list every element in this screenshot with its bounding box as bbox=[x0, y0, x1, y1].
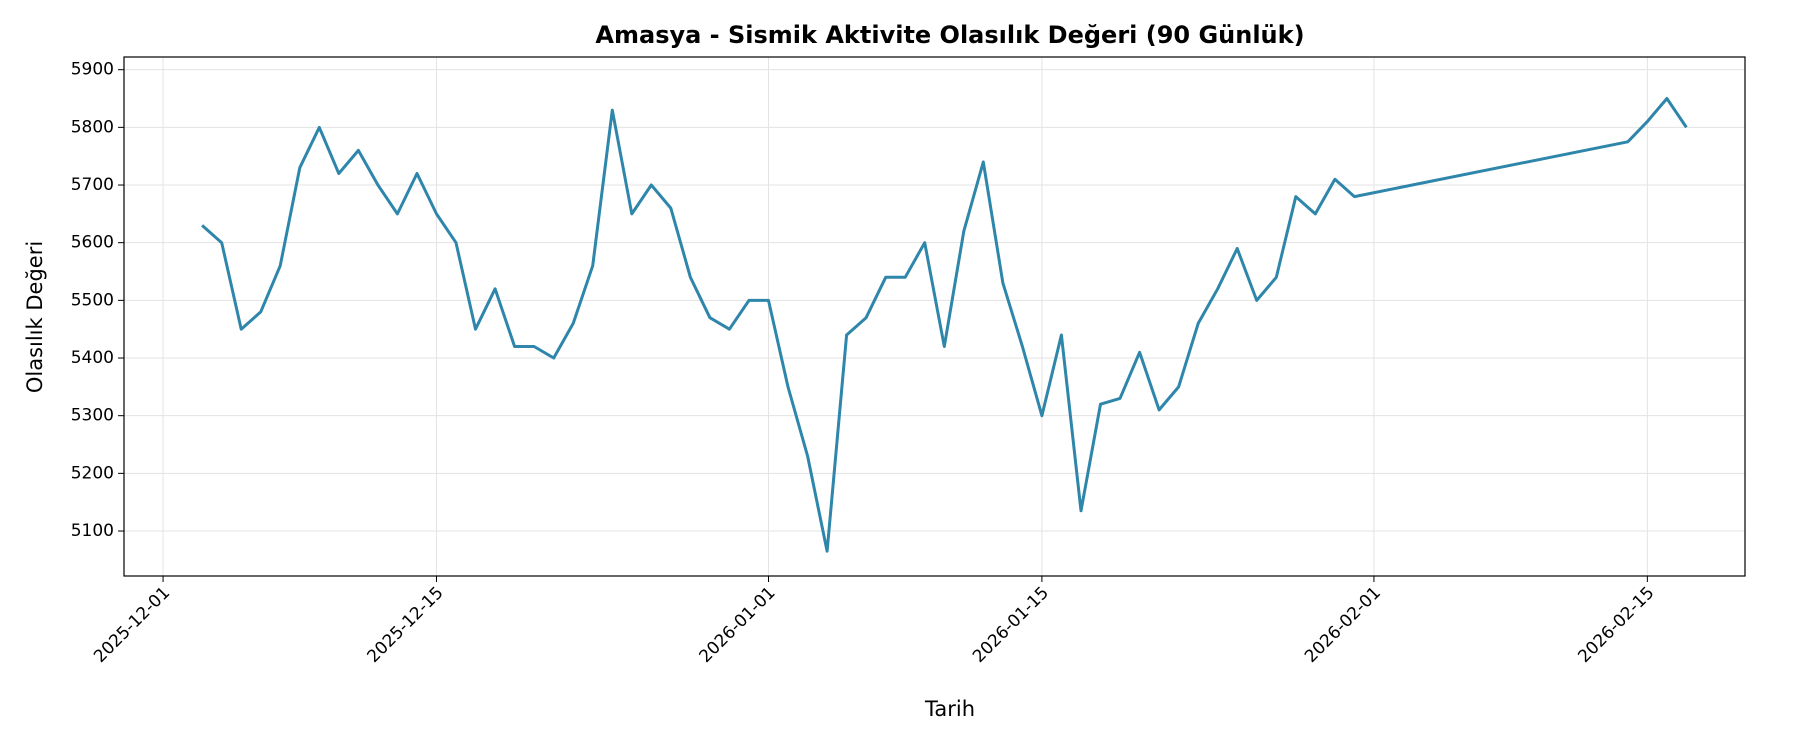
y-tick-label: 5600 bbox=[71, 233, 114, 253]
chart-title: Amasya - Sismik Aktivite Olasılık Değeri… bbox=[595, 21, 1304, 49]
y-tick-label: 5800 bbox=[71, 117, 114, 137]
plot-frame bbox=[123, 56, 1746, 577]
y-tick-label: 5200 bbox=[71, 463, 114, 483]
y-tick-label: 5700 bbox=[71, 175, 114, 195]
y-tick-label: 5100 bbox=[71, 521, 114, 541]
y-tick-label: 5900 bbox=[71, 60, 114, 80]
y-tick-label: 5500 bbox=[71, 290, 114, 310]
data-line bbox=[201, 97, 1688, 553]
y-tick-label: 5400 bbox=[71, 348, 114, 368]
y-tick-label: 5300 bbox=[71, 406, 114, 426]
x-axis-label: Tarih bbox=[924, 697, 975, 721]
y-axis-label: Olasılık Değeri bbox=[23, 241, 47, 393]
